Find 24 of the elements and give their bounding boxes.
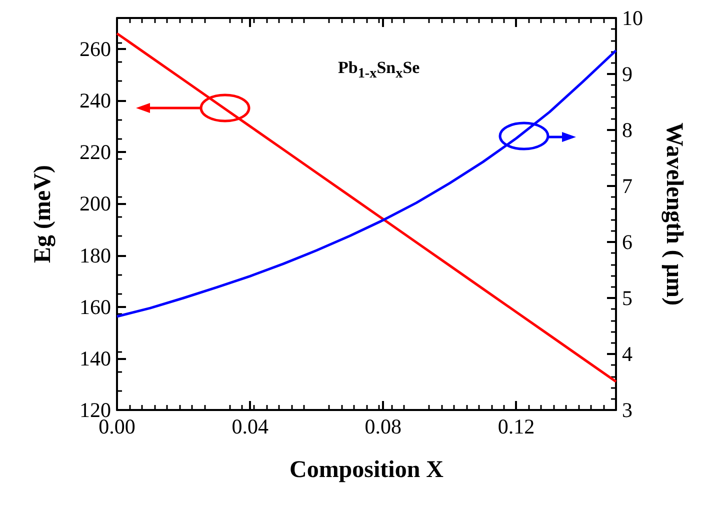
x-tick-label: 0.08 — [364, 414, 402, 438]
y-tick-label: 260 — [80, 36, 111, 61]
x-tick-label: 0.04 — [232, 414, 269, 438]
y2-tick-label: 8 — [622, 118, 632, 142]
y2-tick-label: 4 — [622, 342, 633, 366]
y-tick-label: 200 — [80, 192, 111, 216]
y2-tick-label: 5 — [622, 286, 632, 310]
y2-axis-title: Wavelength ( μm) — [661, 122, 687, 306]
x-axis-title: Composition X — [289, 457, 444, 483]
y2-tick-label: 10 — [622, 6, 643, 30]
line-series — [116, 49, 618, 318]
x-tick-label: 0.12 — [498, 414, 535, 438]
line-series — [116, 32, 618, 383]
y2-tick-label: 9 — [622, 62, 632, 86]
y-tick-label: 160 — [80, 294, 111, 319]
y-tick-label: 180 — [80, 243, 111, 268]
y-axis-title: Eg (meV) — [30, 165, 56, 263]
y2-tick-label: 3 — [622, 398, 632, 422]
y2-tick-label: 7 — [622, 174, 632, 198]
y-tick-label: 240 — [80, 88, 111, 113]
y2-tick-label: 6 — [622, 230, 632, 254]
y-tick-label: 140 — [80, 346, 111, 370]
annotation: Pb$_{1-x}$Sn$_{x}$Se — [338, 58, 420, 82]
y-tick-label: 220 — [80, 140, 111, 164]
